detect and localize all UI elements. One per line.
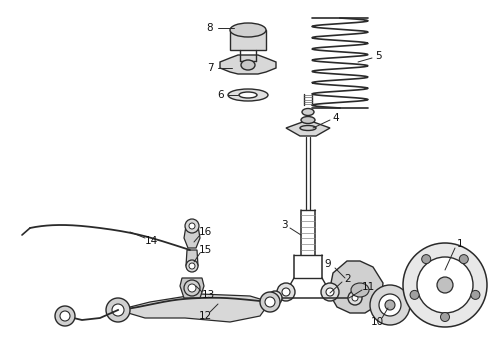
Circle shape (186, 260, 198, 272)
Circle shape (352, 295, 358, 301)
Circle shape (112, 304, 124, 316)
Circle shape (272, 295, 278, 301)
Polygon shape (186, 250, 198, 266)
Ellipse shape (228, 89, 268, 101)
Text: 7: 7 (207, 63, 213, 73)
Text: 10: 10 (370, 317, 384, 327)
Ellipse shape (239, 92, 257, 98)
Circle shape (189, 263, 195, 269)
Circle shape (471, 291, 480, 300)
Text: 15: 15 (198, 245, 212, 255)
Circle shape (379, 294, 401, 316)
Circle shape (441, 312, 449, 321)
Circle shape (106, 298, 130, 322)
Ellipse shape (301, 117, 315, 123)
Ellipse shape (351, 283, 369, 297)
Text: 12: 12 (198, 311, 212, 321)
Circle shape (422, 255, 431, 264)
Circle shape (348, 291, 362, 305)
Polygon shape (329, 261, 383, 313)
Text: 6: 6 (218, 90, 224, 100)
Polygon shape (220, 55, 276, 74)
Circle shape (55, 306, 75, 326)
Circle shape (185, 219, 199, 233)
Polygon shape (286, 120, 330, 136)
Text: 11: 11 (362, 282, 375, 292)
Polygon shape (184, 226, 200, 248)
Circle shape (188, 284, 196, 292)
Ellipse shape (302, 108, 314, 116)
Circle shape (60, 311, 70, 321)
Circle shape (410, 291, 419, 300)
Text: 9: 9 (325, 259, 331, 269)
Text: 2: 2 (344, 274, 351, 284)
Circle shape (385, 300, 395, 310)
Circle shape (437, 277, 453, 293)
Text: 5: 5 (375, 51, 381, 61)
Circle shape (403, 243, 487, 327)
Circle shape (260, 292, 280, 312)
Text: 16: 16 (198, 227, 212, 237)
Polygon shape (230, 30, 266, 50)
Circle shape (189, 223, 195, 229)
Circle shape (370, 285, 410, 325)
Text: 4: 4 (333, 113, 339, 123)
Ellipse shape (241, 60, 255, 70)
Circle shape (459, 255, 468, 264)
Ellipse shape (230, 23, 266, 37)
Circle shape (277, 283, 295, 301)
Text: 14: 14 (145, 236, 158, 246)
Text: 8: 8 (207, 23, 213, 33)
Circle shape (321, 283, 339, 301)
Polygon shape (118, 294, 270, 322)
Text: 3: 3 (281, 220, 287, 230)
Circle shape (265, 297, 275, 307)
Circle shape (282, 288, 290, 296)
Circle shape (268, 291, 282, 305)
Polygon shape (180, 278, 204, 298)
Text: 13: 13 (201, 290, 215, 300)
Text: 1: 1 (457, 239, 464, 249)
Ellipse shape (300, 126, 316, 131)
Circle shape (417, 257, 473, 313)
Circle shape (326, 288, 334, 296)
Circle shape (184, 280, 200, 296)
